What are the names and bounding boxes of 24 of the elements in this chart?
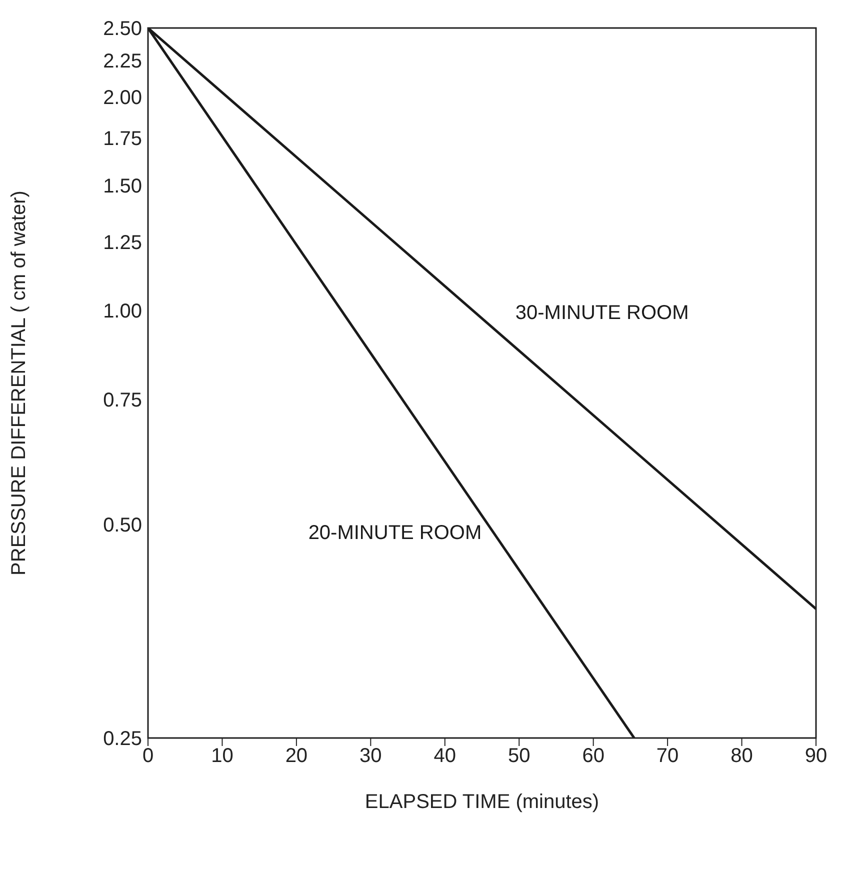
x-tick-label: 0 [142, 745, 154, 768]
series-label: 20-MINUTE ROOM [308, 522, 482, 544]
series-label: 30-MINUTE ROOM [515, 302, 689, 324]
y-tick-label: 0.25 [103, 728, 142, 750]
x-tick-label: 60 [582, 745, 604, 768]
x-tick-label: 40 [434, 745, 456, 768]
x-tick-label: 50 [508, 745, 530, 768]
y-tick-label: 1.25 [103, 232, 142, 254]
x-tick-label: 70 [656, 745, 679, 768]
y-tick-label: 0.75 [103, 389, 142, 412]
x-tick-label: 30 [360, 745, 382, 768]
x-tick-label: 90 [804, 745, 828, 768]
y-tick-label: 2.50 [103, 18, 142, 40]
y-tick-label: 1.75 [103, 128, 142, 150]
y-axis-title: PRESSURE DIFFERENTIAL ( cm of water) [8, 190, 30, 576]
y-tick-label: 2.25 [103, 50, 142, 73]
x-tick-label: 20 [285, 745, 308, 768]
y-tick-label: 2.00 [103, 86, 142, 109]
x-axis-title: ELAPSED TIME (minutes) [364, 791, 600, 813]
x-tick-label: 80 [730, 745, 753, 768]
y-tick-label: 1.50 [103, 176, 142, 198]
x-tick-label: 10 [211, 745, 234, 768]
y-tick-label: 0.50 [103, 514, 142, 536]
y-tick-label: 1.00 [103, 300, 142, 323]
